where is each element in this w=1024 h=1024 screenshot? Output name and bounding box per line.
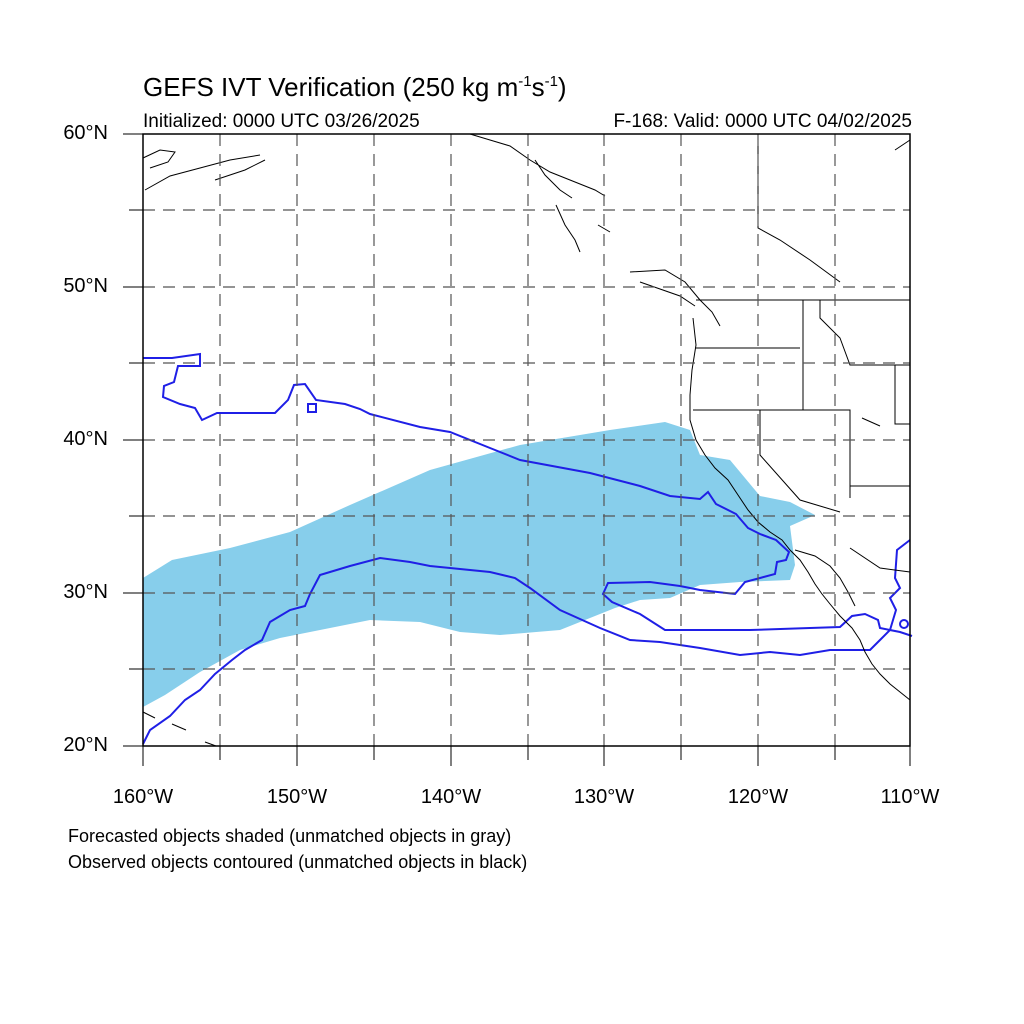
title-exp1: -1 [518, 73, 532, 90]
lon-label-130w: 130°W [573, 786, 635, 808]
lat-label-50n: 50°N [63, 275, 108, 297]
footnote-forecast: Forecasted objects shaded (unmatched obj… [68, 826, 512, 846]
coastlines [142, 133, 911, 747]
valid-time-label: F-168: Valid: 0000 UTC 04/02/2025 [613, 111, 912, 132]
observed-ivt-contour-north [143, 352, 913, 637]
forecast-ivt-object [143, 422, 815, 707]
graticule [143, 134, 910, 746]
title-exp2: -1 [544, 73, 558, 90]
lat-label-40n: 40°N [63, 428, 108, 450]
lon-label-110w: 110°W [880, 786, 940, 808]
title-mid: s [531, 72, 545, 102]
lat-label-60n: 60°N [63, 122, 108, 144]
observed-ivt-contour-small [307, 403, 317, 413]
lat-label-30n: 30°N [63, 581, 108, 603]
lon-label-150w: 150°W [266, 786, 328, 808]
axis-ticks [123, 133, 911, 766]
lat-label-20n: 20°N [63, 734, 108, 756]
title-prefix: GEFS IVT Verification (250 kg m [143, 72, 519, 102]
title-suffix: ) [557, 72, 567, 102]
lon-label-160w: 160°W [112, 786, 174, 808]
chart-title: GEFS IVT Verification (250 kg m-1s-1) [143, 72, 567, 103]
observed-ivt-contour-dot [899, 619, 909, 629]
init-time-label: Initialized: 0000 UTC 03/26/2025 [143, 111, 420, 132]
footnote-observed: Observed objects contoured (unmatched ob… [68, 852, 528, 872]
lon-label-120w: 120°W [727, 786, 789, 808]
observed-ivt-contour-south [142, 539, 911, 745]
lon-label-140w: 140°W [420, 786, 482, 808]
